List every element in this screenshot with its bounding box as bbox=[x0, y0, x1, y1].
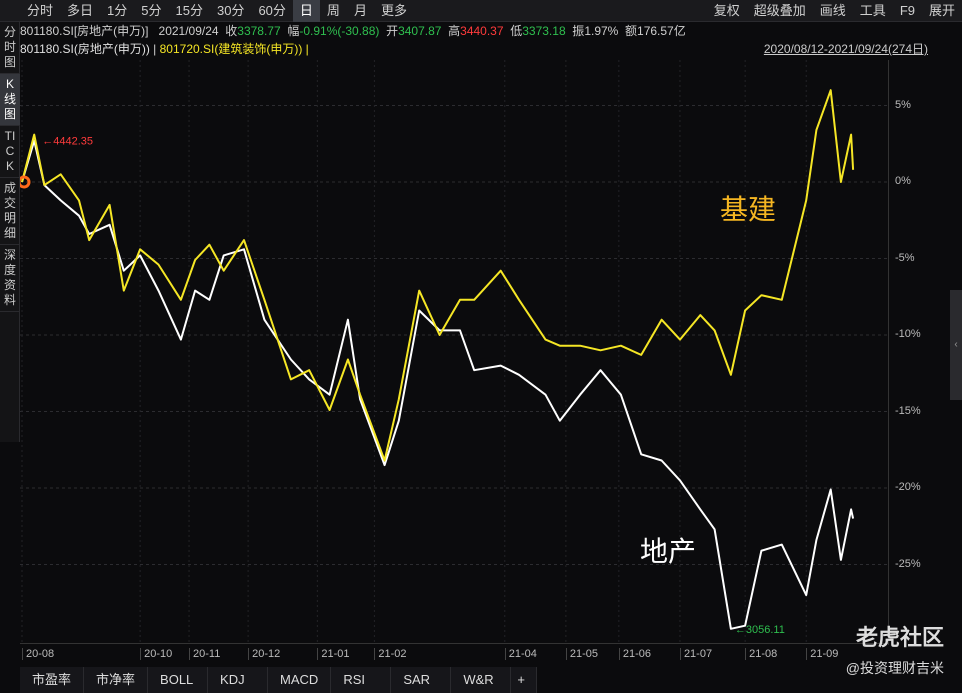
y-tick-label: -25% bbox=[895, 557, 921, 570]
x-tick-label: 21-06 bbox=[618, 648, 651, 660]
low-value: 3373.18 bbox=[522, 24, 566, 38]
watermark-logo: 老虎社区 bbox=[855, 625, 944, 650]
x-axis: 20-08 20-10 20-11 20-12 21-01 21-02 21-04 21-05… bbox=[20, 643, 888, 665]
indicator-tab[interactable]: RSI bbox=[331, 667, 392, 693]
close-label: 收 bbox=[225, 24, 238, 38]
period-tab[interactable]: 1分 bbox=[107, 2, 128, 18]
min-label: ←3056.11 bbox=[735, 624, 785, 636]
date-range[interactable]: 2020/08/12-2021/09/24(274日) bbox=[763, 42, 928, 56]
toolbar-button[interactable]: F9 bbox=[899, 2, 915, 18]
quote-bar: 801180.SI[房地产(申万)] 2021/09/24 收3378.77 幅… bbox=[20, 22, 686, 40]
side-tab[interactable]: TICK bbox=[0, 126, 20, 178]
period-tab[interactable]: 15分 bbox=[175, 2, 203, 18]
line-chart[interactable]: ←4442.35 ←3056.11 bbox=[20, 60, 888, 645]
toolbar-button[interactable]: 超级叠加 bbox=[753, 2, 806, 18]
open-value: 3407.87 bbox=[398, 24, 442, 38]
max-label: ←4442.35 bbox=[42, 136, 93, 148]
legend-series-1[interactable]: 801180.SI(房地产(申万)) bbox=[20, 42, 150, 56]
period-tab[interactable]: 多日 bbox=[67, 2, 94, 18]
x-tick-label: 20-08 bbox=[22, 648, 54, 660]
period-tab[interactable]: 30分 bbox=[216, 2, 245, 18]
amp-label: 振 bbox=[572, 24, 585, 38]
x-tick-label: 21-08 bbox=[745, 648, 777, 660]
y-tick-label: -10% bbox=[895, 328, 921, 340]
indicator-tab[interactable]: + bbox=[511, 667, 538, 693]
y-tick-label: 0% bbox=[895, 175, 911, 187]
low-label: 低 bbox=[510, 24, 523, 38]
y-tick-label: -15% bbox=[895, 404, 921, 417]
toolbar-button[interactable]: 展开 bbox=[928, 2, 955, 18]
label-jijian: 基建 bbox=[720, 194, 777, 225]
y-axis: 5% 0% -5% -10% -15% -20% -25% bbox=[888, 60, 950, 645]
high-label: 高 bbox=[448, 24, 461, 38]
x-tick-label: 20-10 bbox=[140, 648, 172, 660]
period-tab[interactable]: 5分 bbox=[141, 2, 162, 18]
indicator-tab[interactable]: MACD bbox=[268, 667, 332, 693]
x-tick-label: 21-07 bbox=[679, 648, 712, 660]
period-tab[interactable]: 周 bbox=[326, 2, 340, 18]
period-tab[interactable]: 60分 bbox=[258, 2, 286, 18]
quote-code: 801180.SI[房地产(申万)] bbox=[20, 24, 149, 38]
x-tick-label: 21-05 bbox=[565, 648, 598, 660]
side-tabs: 分时图 K线图 TICK 成交明细 深度资料 bbox=[0, 22, 20, 442]
amt-value: 176.57亿 bbox=[637, 24, 686, 38]
toolbar-button[interactable]: 画线 bbox=[819, 2, 846, 18]
overlay-legend: 801180.SI(房地产(申万)) | 801720.SI(建筑装饰(申万))… bbox=[20, 40, 950, 58]
period-tab[interactable]: 更多 bbox=[380, 2, 407, 18]
chg-label: 幅 bbox=[287, 24, 300, 38]
x-tick-label: 20-11 bbox=[189, 648, 220, 660]
period-tab[interactable]: 月 bbox=[353, 2, 367, 18]
label-dichan: 地产 bbox=[640, 536, 697, 567]
amp-value: 1.97% bbox=[584, 24, 619, 38]
indicator-tab[interactable]: W&R bbox=[451, 667, 512, 693]
toolbar-button[interactable]: 工具 bbox=[859, 2, 886, 18]
period-tab[interactable]: 日 bbox=[292, 0, 320, 22]
chg-value: -0.91%(-30.88) bbox=[299, 24, 380, 38]
indicator-tab[interactable]: SAR bbox=[391, 667, 452, 693]
side-tab[interactable]: 分时图 bbox=[0, 22, 20, 74]
indicator-tab[interactable]: 市盈率 bbox=[20, 667, 85, 693]
series-line-1 bbox=[21, 139, 855, 630]
indicator-tabs: 市盈率 市净率 BOLL KDJ MACD RSI SAR W&R + bbox=[20, 667, 538, 693]
period-toolbar: 分时 多日 1分 5分 15分 30分 60分日周月更多 复权 超级叠加 画线 工具 F9 展开 bbox=[0, 0, 962, 22]
x-tick-label: 21-09 bbox=[806, 648, 838, 660]
x-tick-label: 21-02 bbox=[374, 648, 407, 660]
x-tick-label: 20-12 bbox=[248, 648, 280, 660]
side-tab[interactable]: 成交明细 bbox=[0, 178, 20, 245]
open-label: 开 bbox=[386, 24, 399, 38]
legend-sep: | bbox=[305, 42, 309, 56]
y-tick-label: -5% bbox=[895, 251, 915, 264]
indicator-tab[interactable]: 市净率 bbox=[84, 667, 149, 693]
indicator-tab[interactable]: KDJ bbox=[208, 667, 269, 693]
x-tick-label: 21-01 bbox=[317, 648, 350, 660]
period-tab[interactable]: 分时 bbox=[27, 2, 54, 18]
close-value: 3378.77 bbox=[237, 24, 281, 38]
quote-date: 2021/09/24 bbox=[158, 24, 219, 38]
high-value: 3440.37 bbox=[460, 24, 504, 38]
toolbar-button[interactable]: 复权 bbox=[713, 2, 740, 18]
side-tab[interactable]: K线图 bbox=[0, 74, 20, 126]
current-marker-icon bbox=[20, 175, 31, 189]
collapse-panel-button[interactable]: ‹ bbox=[950, 290, 962, 400]
series-line-2 bbox=[21, 89, 855, 462]
x-tick-label: 21-04 bbox=[504, 648, 537, 660]
legend-sep: | bbox=[153, 42, 157, 56]
indicator-tab[interactable]: BOLL bbox=[148, 667, 209, 693]
side-tab[interactable]: 深度资料 bbox=[0, 245, 20, 312]
watermark-user: @投资理财吉米 bbox=[845, 660, 944, 676]
y-tick-label: -20% bbox=[895, 481, 921, 493]
legend-series-2[interactable]: 801720.SI(建筑装饰(申万)) bbox=[159, 42, 303, 56]
amt-label: 额 bbox=[625, 24, 638, 38]
y-tick-label: 5% bbox=[895, 98, 911, 111]
